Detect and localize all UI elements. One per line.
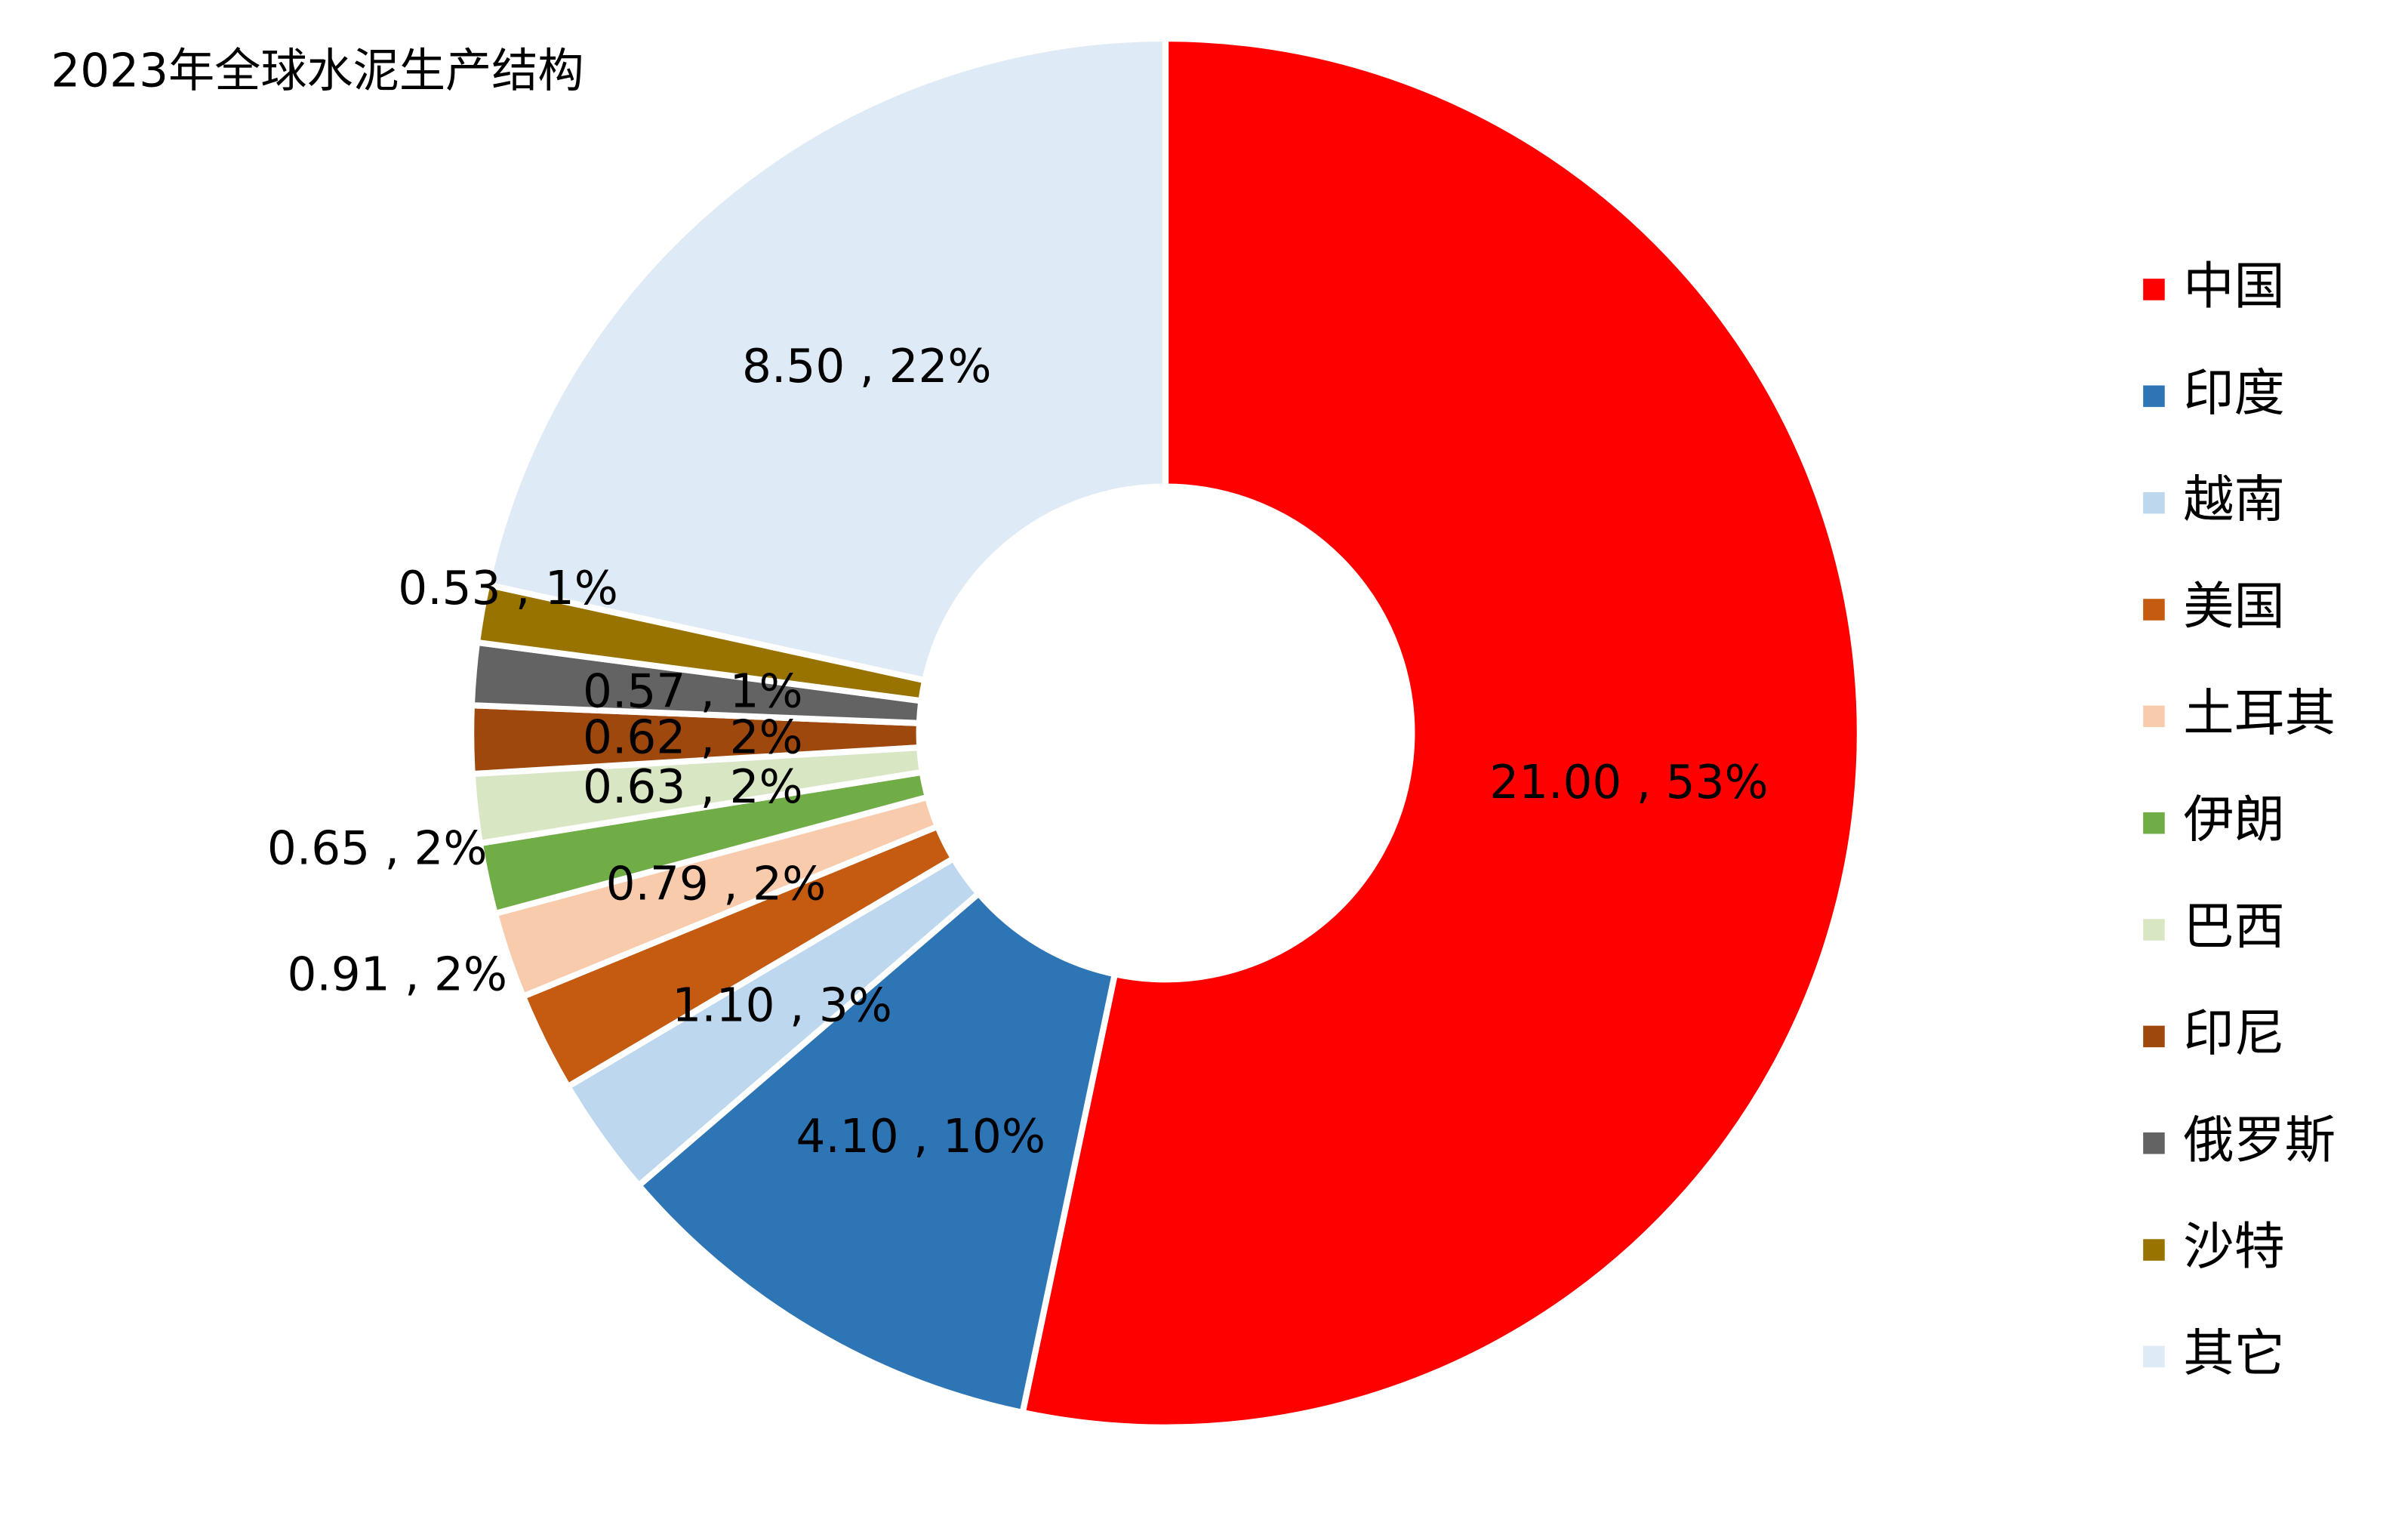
legend-swatch: [2143, 812, 2165, 834]
legend-swatch: [2143, 1132, 2165, 1154]
legend-swatch: [2143, 385, 2165, 408]
legend-label: 土耳其: [2183, 683, 2336, 742]
legend-label: 伊朗: [2183, 790, 2285, 849]
data-label: 4.10 , 10%: [796, 1110, 1045, 1163]
legend-swatch: [2143, 705, 2165, 728]
data-label: 0.91 , 2%: [287, 948, 507, 1002]
data-label: 0.79 , 2%: [606, 857, 827, 911]
data-label: 0.62 , 2%: [583, 711, 803, 765]
legend-label: 俄罗斯: [2183, 1111, 2336, 1169]
legend-label: 巴西: [2183, 897, 2285, 956]
legend-label: 印度: [2183, 363, 2285, 422]
data-label: 8.50 , 22%: [742, 340, 992, 393]
donut-slice: [634, 889, 1119, 1416]
legend-swatch: [2143, 491, 2165, 514]
data-label: 0.57 , 1%: [583, 664, 803, 718]
data-label: 0.63 , 2%: [583, 760, 803, 814]
data-label: 0.65 , 2%: [267, 822, 488, 876]
legend-swatch: [2143, 599, 2165, 621]
legend-label: 沙特: [2183, 1217, 2285, 1276]
legend-label: 越南: [2183, 470, 2285, 529]
legend-label: 其它: [2183, 1323, 2285, 1382]
data-label: 21.00 , 53%: [1489, 756, 1768, 809]
legend-swatch: [2143, 1239, 2165, 1261]
chart-title: 2023年全球水泥生产结构: [51, 44, 584, 97]
data-label: 0.53 , 1%: [398, 562, 618, 615]
legend-label: 中国: [2183, 257, 2285, 316]
legend-swatch: [2143, 1345, 2165, 1368]
legend-label: 印尼: [2183, 1003, 2285, 1062]
donut-slice: [1018, 35, 1863, 1431]
legend-swatch: [2143, 279, 2165, 300]
legend-swatch: [2143, 1025, 2165, 1048]
legend-label: 美国: [2183, 577, 2285, 636]
legend-swatch: [2143, 919, 2165, 941]
data-label: 1.10 , 3%: [672, 979, 892, 1033]
donut-slice: [483, 35, 1169, 684]
